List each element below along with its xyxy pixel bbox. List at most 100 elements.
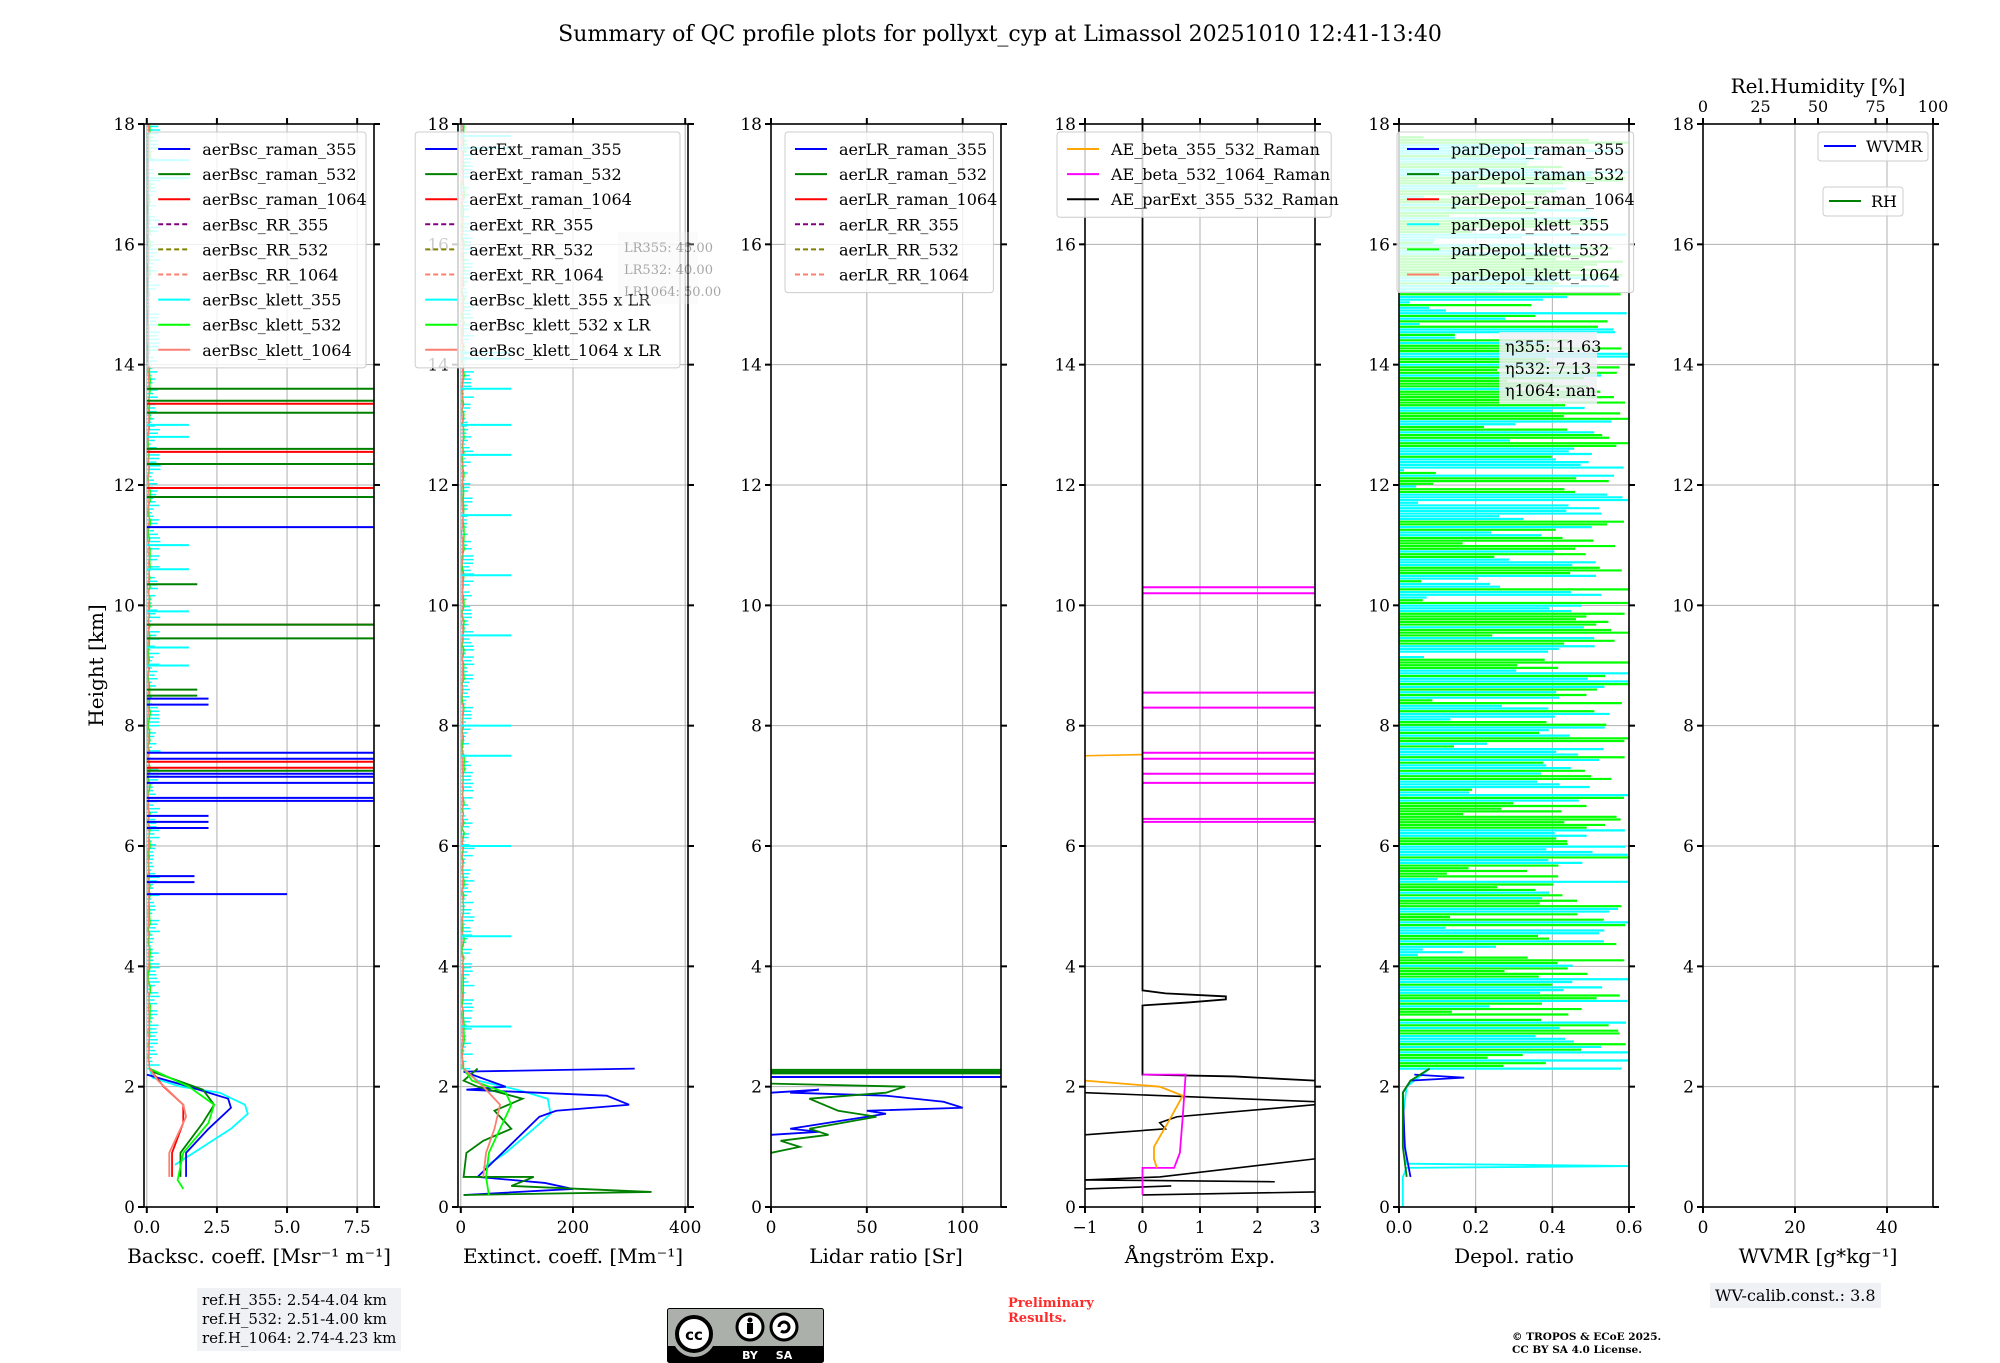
top-x-axis-label: Rel.Humidity [%] (1731, 74, 1906, 98)
y-tick-label: 6 (1379, 837, 1390, 857)
legend-label: aerBsc_klett_1064 (202, 341, 351, 360)
y-tick-label: 4 (1065, 957, 1076, 977)
legend-label: aerExt_raman_532 (469, 165, 622, 184)
cc-text: cc (685, 1326, 703, 1344)
y-tick-label: 0 (1065, 1198, 1076, 1218)
axes-frame (143, 123, 375, 1208)
top-x-tick-label: 0 (1698, 97, 1708, 116)
ref-height-532: ref.H_532: 2.51-4.00 km (202, 1310, 387, 1328)
legend-label: aerLR_RR_1064 (839, 266, 969, 285)
x-tick-label: 0.4 (1539, 1218, 1566, 1238)
axes-frame (1398, 123, 1630, 1208)
wv-calib-box: WV-calib.const.: 3.8 (1710, 1283, 1881, 1308)
legend-label: parDepol_raman_532 (1451, 165, 1624, 184)
panel-depol: 0 2 4 6 8 10 12 14 16 18 0.0 0.2 0.4 0.6 Depol. ratio p… (1368, 115, 1642, 1268)
grid-lines (1703, 123, 1933, 1208)
preliminary-line-2: Results. (1008, 1311, 1067, 1326)
profile-segment (1085, 1103, 1315, 1136)
x-tick-label: 400 (669, 1218, 701, 1238)
y-tick-label: 18 (113, 115, 135, 135)
y-tick-label: 4 (124, 957, 135, 977)
annotation-box (618, 232, 698, 304)
y-tick-label: 12 (113, 476, 135, 496)
legend-box (1056, 131, 1332, 218)
legend-label: aerBsc_klett_355 x LR (469, 291, 651, 310)
legend-label: aerExt_RR_532 (469, 240, 593, 259)
y-tick-label: 10 (1054, 596, 1076, 616)
series-aerBsc_raman_1064 (148, 1068, 185, 1177)
profile-segment (1085, 1185, 1172, 1190)
y-tick-label: 18 (427, 115, 449, 135)
x-tick-label: 0.0 (133, 1218, 160, 1238)
copyright-note: © TROPOS & ECoE 2025. CC BY SA 4.0 Licen… (1512, 1331, 1661, 1357)
legend-label: parDepol_klett_355 (1451, 215, 1609, 234)
legend-rh: RH (1822, 186, 1904, 217)
y-tick-label: 6 (1683, 837, 1694, 857)
legend-label: aerExt_RR_1064 (469, 266, 604, 285)
y-tick-label: 2 (751, 1078, 762, 1098)
legend-label: RH (1871, 192, 1897, 211)
x-tick-label: 0.0 (1385, 1218, 1412, 1238)
y-tick-label: 8 (124, 717, 135, 737)
plot-area (1085, 124, 1315, 1196)
legend-label: aerBsc_raman_1064 (202, 190, 367, 209)
y-tick-label: 12 (1368, 476, 1390, 496)
x-tick-label: 0 (1137, 1218, 1148, 1238)
x-tick-label: 40 (1876, 1218, 1898, 1238)
legend-box (784, 131, 994, 294)
legend-box (1396, 131, 1635, 294)
x-tick-label: 5.0 (274, 1218, 301, 1238)
ref-heights-box: ref.H_355: 2.54-4.04 km ref.H_532: 2.51-… (197, 1288, 402, 1351)
y-tick-label: 8 (751, 717, 762, 737)
series-aerBsc_klett_1064 x LR (463, 1067, 502, 1178)
series-aerBsc_klett_532 (149, 1067, 216, 1190)
series-aerExt_raman_532 (461, 1067, 652, 1196)
share-alike-icon (769, 1312, 799, 1342)
annotation-line: η532: 7.13 (1505, 359, 1591, 378)
legend-label: aerExt_raman_1064 (469, 190, 632, 209)
series-aerBsc_klett_1064 (148, 1068, 188, 1177)
y-axis-label: Height [km] (84, 604, 108, 726)
profile-segment (1085, 1091, 1315, 1103)
x-axis-label: Ångström Exp. (1124, 1243, 1275, 1268)
y-tick-label: 2 (1379, 1078, 1390, 1098)
legend-label: aerLR_RR_355 (839, 215, 959, 234)
sa-label: SA (776, 1349, 793, 1362)
y-tick-label: 6 (1065, 837, 1076, 857)
y-tick-label: 16 (1368, 235, 1390, 255)
y-tick-label: 10 (740, 596, 762, 616)
axes-frame (770, 123, 1002, 1208)
y-tick-label: 0 (438, 1198, 449, 1218)
y-tick-label: 14 (1368, 356, 1390, 376)
x-tick-label: −1 (1072, 1218, 1097, 1238)
x-tick-label: 200 (557, 1218, 589, 1238)
y-tick-label: 10 (113, 596, 135, 616)
legend-label: AE_parExt_355_532_Raman (1110, 190, 1339, 209)
y-tick-label: 6 (124, 837, 135, 857)
x-axis-label: WVMR [g*kg⁻¹] (1739, 1244, 1898, 1268)
x-tick-label: 0 (1698, 1218, 1709, 1238)
legend-label: aerLR_raman_532 (839, 165, 987, 184)
y-tick-label: 16 (1672, 235, 1694, 255)
annotation-line: LR532: 40.00 (624, 263, 713, 278)
x-tick-label: 1 (1195, 1218, 1206, 1238)
y-tick-label: 18 (1054, 115, 1076, 135)
legend-box (1817, 131, 1929, 162)
series-aerBsc_klett_355 x LR (463, 1067, 552, 1169)
annotation-line: LR1064: 50.00 (624, 285, 721, 300)
legend-label: aerExt_raman_355 (469, 140, 622, 159)
y-tick-label: 2 (1683, 1078, 1694, 1098)
series-aerBsc_raman_532 (152, 1070, 216, 1177)
y-tick-label: 8 (1065, 717, 1076, 737)
y-tick-label: 0 (751, 1198, 762, 1218)
figure-title: Summary of QC profile plots for pollyxt_… (558, 22, 1442, 47)
y-tick-label: 14 (113, 356, 135, 376)
profile-segment (1142, 1191, 1315, 1196)
series-AE_beta_355_532_Raman (1085, 1079, 1185, 1169)
cc-by-sa-license-badge: cc BY SA (667, 1308, 824, 1363)
legend-label: aerLR_RR_532 (839, 240, 959, 259)
x-tick-label: 100 (946, 1218, 978, 1238)
x-axis-label: Lidar ratio [Sr] (809, 1244, 963, 1268)
